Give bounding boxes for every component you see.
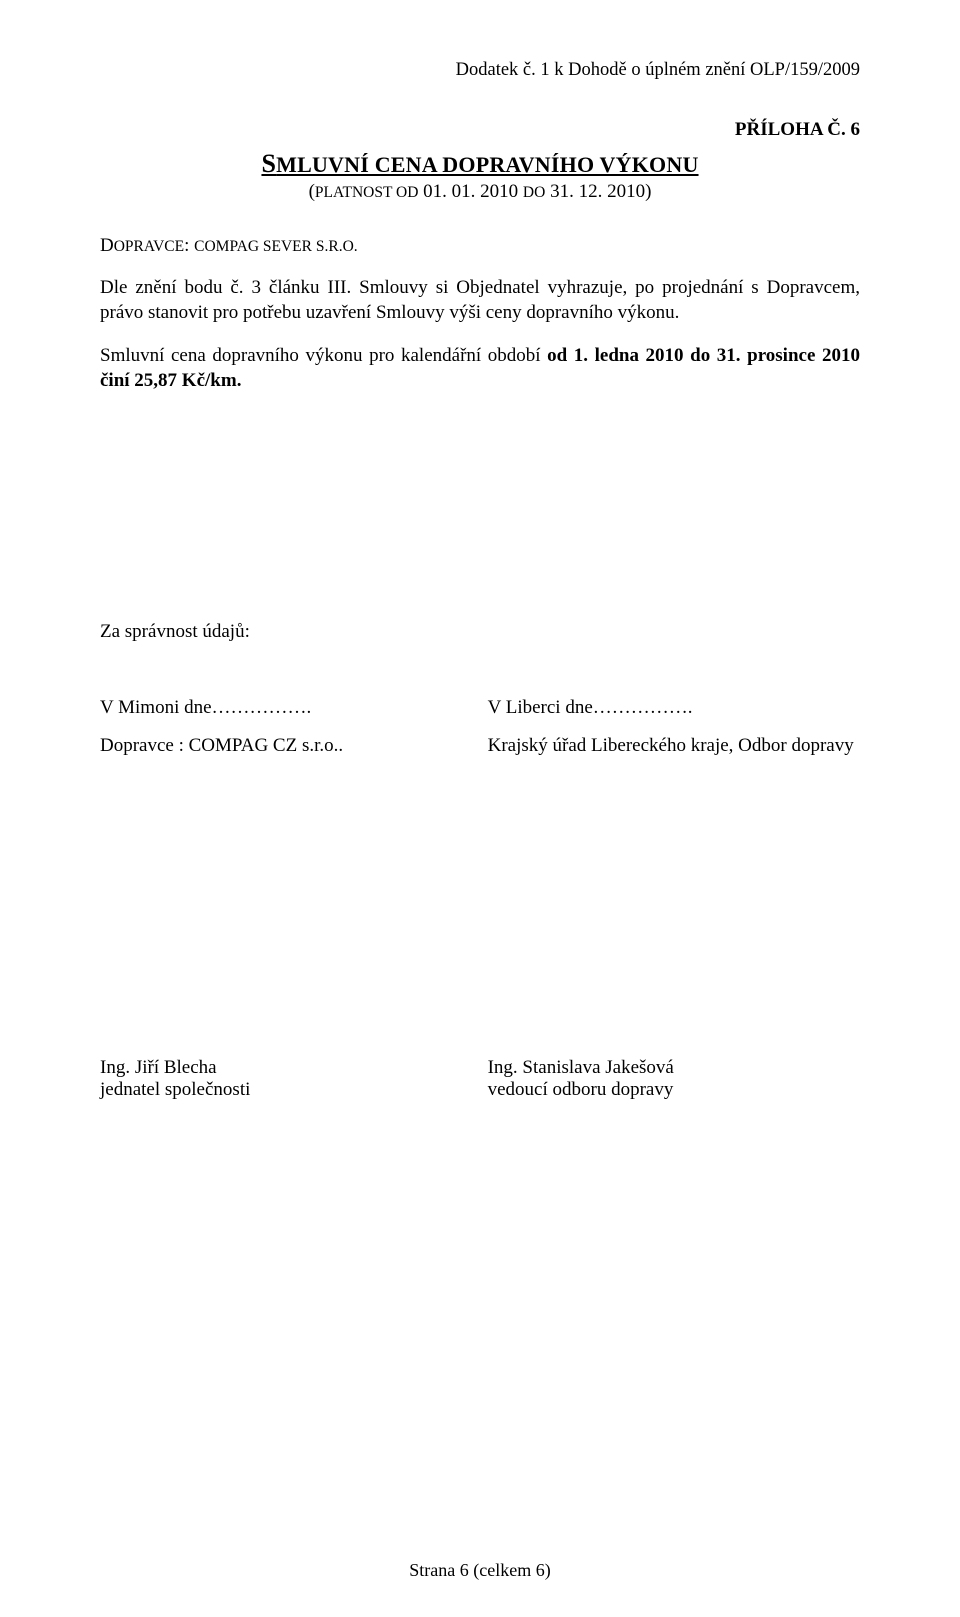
party-left: Dopravce : COMPAG CZ s.r.o..: [100, 735, 488, 757]
paragraph-2-intro: Smluvní cena dopravního výkonu pro kalen…: [100, 345, 547, 366]
attachment-rest: ŘÍLOHA Č. 6: [747, 119, 861, 140]
title-sub-dates2: 31. 12. 2010): [545, 181, 651, 202]
signatory-left-role: jednatel společnosti: [100, 1079, 488, 1101]
party-right: Krajský úřad Libereckého kraje, Odbor do…: [488, 735, 860, 757]
title-sub-sc2: DO: [523, 184, 545, 201]
place-right: V Liberci dne…………….: [488, 697, 860, 719]
operator-label-first: D: [100, 235, 114, 256]
title-main-rest: MLUVNÍ CENA DOPRAVNÍHO VÝKONU: [276, 152, 698, 177]
operator-colon: :: [184, 235, 194, 256]
operator-label-rest: OPRAVCE: [114, 238, 184, 255]
spacer: [100, 411, 860, 621]
signatory-name-row: Ing. Jiří Blecha Ing. Stanislava Jakešov…: [100, 1057, 860, 1079]
signatory-right-name: Ing. Stanislava Jakešová: [488, 1057, 860, 1079]
paragraph-2: Smluvní cena dopravního výkonu pro kalen…: [100, 343, 860, 393]
title-sub-sc1: PLATNOST OD: [315, 184, 419, 201]
place-date-row: V Mimoni dne……………. V Liberci dne…………….: [100, 697, 860, 719]
operator-value: COMPAG SEVER S.R.O.: [194, 238, 358, 255]
signatory-left-name: Ing. Jiří Blecha: [100, 1057, 488, 1079]
page-footer: Strana 6 (celkem 6): [0, 1560, 960, 1581]
title-sub-dates1: 01. 01. 2010: [418, 181, 523, 202]
attachment-label: PŘÍLOHA Č. 6: [100, 119, 860, 141]
header-reference: Dodatek č. 1 k Dohodě o úplném znění OLP…: [100, 60, 860, 81]
signatory-right-role: vedoucí odboru dopravy: [488, 1079, 860, 1101]
title-main: SMLUVNÍ CENA DOPRAVNÍHO VÝKONU: [261, 149, 698, 179]
attachment-prefix: P: [735, 119, 747, 140]
correctness-label: Za správnost údajů:: [100, 621, 860, 643]
operator-line: DOPRAVCE: COMPAG SEVER S.R.O.: [100, 235, 860, 257]
signature-spacer: [100, 757, 860, 1057]
place-left: V Mimoni dne…………….: [100, 697, 488, 719]
title-main-first: S: [261, 149, 276, 178]
paragraph-1: Dle znění bodu č. 3 článku III. Smlouvy …: [100, 275, 860, 325]
party-row: Dopravce : COMPAG CZ s.r.o.. Krajský úřa…: [100, 735, 860, 757]
signatory-role-row: jednatel společnosti vedoucí odboru dopr…: [100, 1079, 860, 1101]
title-sub: (PLATNOST OD 01. 01. 2010 DO 31. 12. 201…: [100, 181, 860, 203]
page: Dodatek č. 1 k Dohodě o úplném znění OLP…: [0, 0, 960, 1617]
title-block: SMLUVNÍ CENA DOPRAVNÍHO VÝKONU (PLATNOST…: [100, 149, 860, 203]
